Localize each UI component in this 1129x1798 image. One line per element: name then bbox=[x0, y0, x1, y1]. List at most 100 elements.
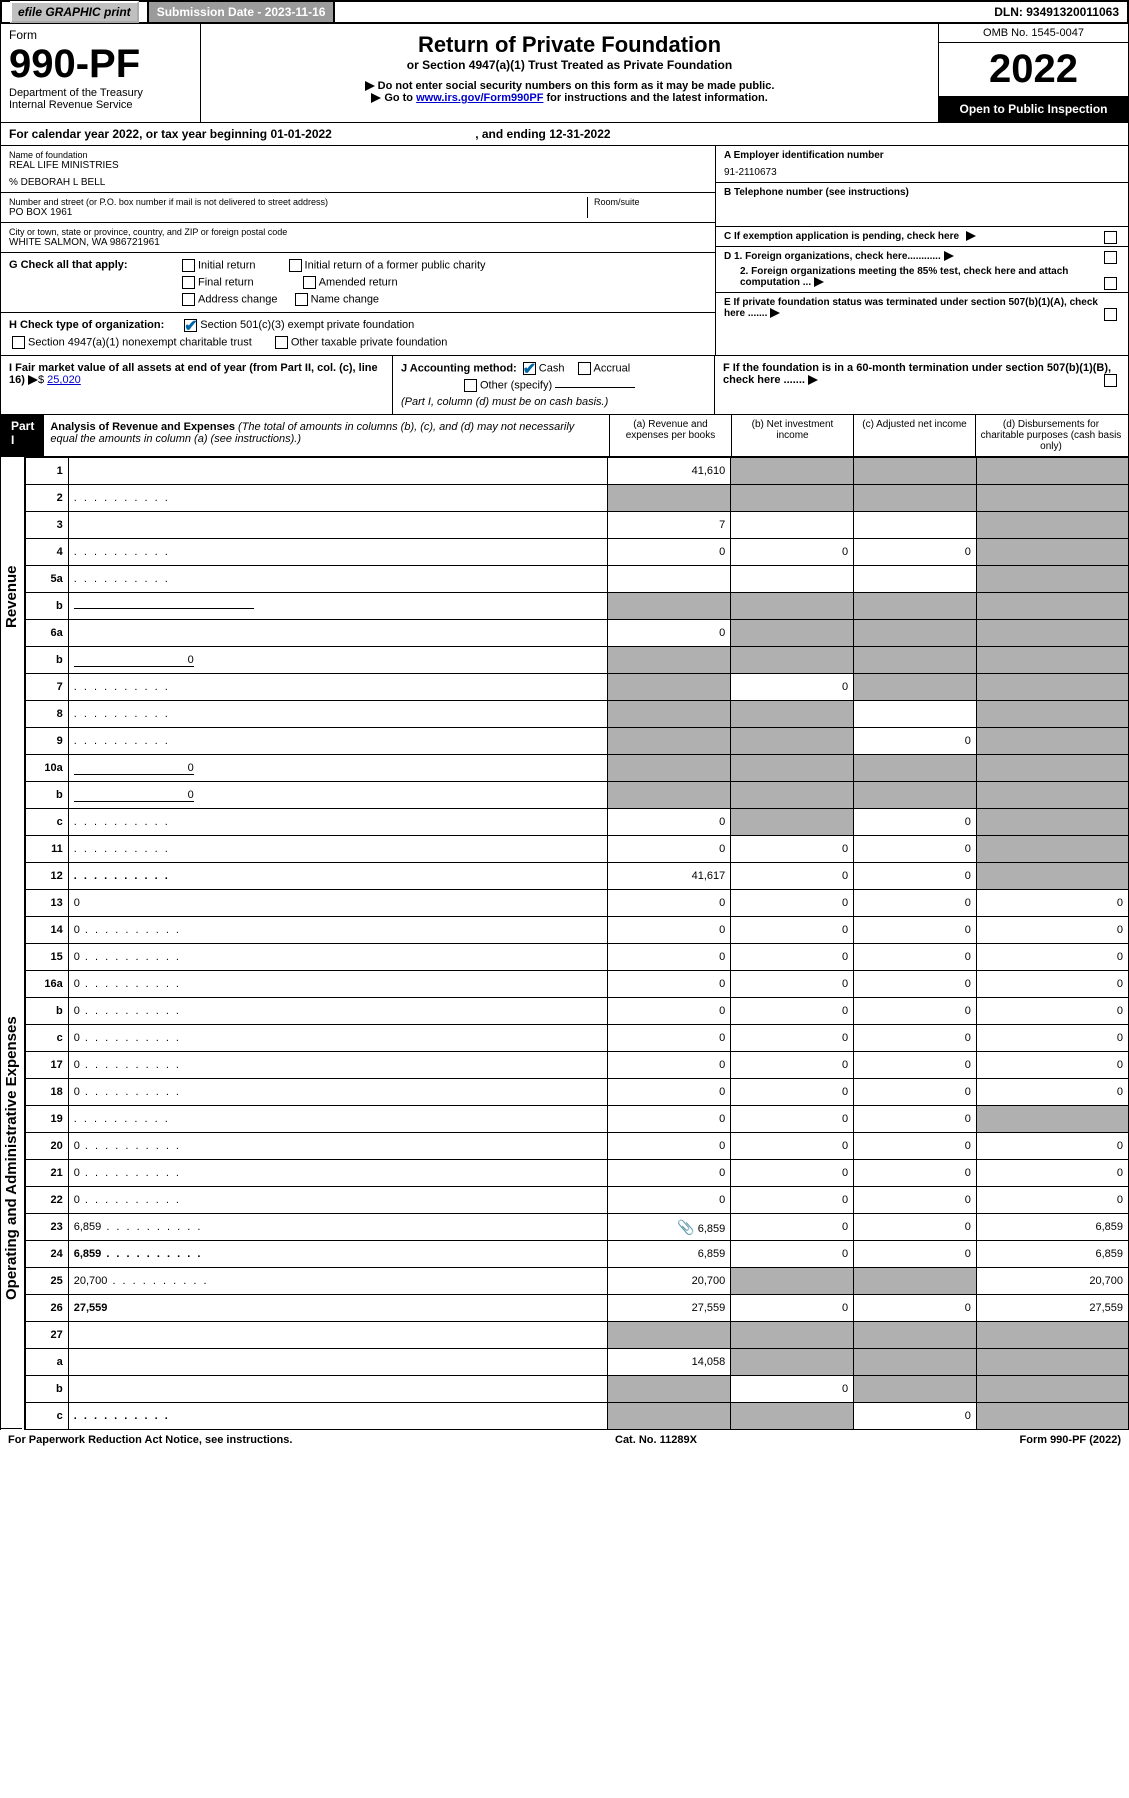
col-c-val bbox=[854, 485, 977, 512]
goto-pre: Go to bbox=[384, 92, 416, 104]
line-desc: 0 bbox=[68, 782, 608, 809]
g-o6: Name change bbox=[311, 293, 380, 305]
line-number: 17 bbox=[26, 1052, 68, 1079]
table-row: 15 0 0 0 0 0 bbox=[26, 944, 1129, 971]
ssn-note: Do not enter social security numbers on … bbox=[378, 80, 775, 92]
col-d-val bbox=[976, 593, 1128, 620]
checkbox-initial[interactable] bbox=[182, 259, 195, 272]
col-d-val bbox=[976, 1349, 1128, 1376]
ijf-row: I Fair market value of all assets at end… bbox=[0, 356, 1129, 415]
table-row: 1 41,610 bbox=[26, 458, 1129, 485]
col-d-val: 0 bbox=[976, 1187, 1128, 1214]
line-desc bbox=[68, 593, 608, 620]
col-a-val bbox=[608, 755, 731, 782]
line-desc bbox=[68, 863, 608, 890]
col-a-val bbox=[608, 782, 731, 809]
table-row: 25 20,700 20,700 20,700 bbox=[26, 1268, 1129, 1295]
col-c-val: 0 bbox=[854, 1079, 977, 1106]
col-b-val: 0 bbox=[731, 944, 854, 971]
checkbox-amended[interactable] bbox=[303, 276, 316, 289]
col-c-val bbox=[854, 593, 977, 620]
col-d-val bbox=[976, 1376, 1128, 1403]
part1-header: Part I Analysis of Revenue and Expenses … bbox=[0, 415, 1129, 457]
checkbox-other-acct[interactable] bbox=[464, 379, 477, 392]
col-d-val bbox=[976, 755, 1128, 782]
checkbox-address[interactable] bbox=[182, 293, 195, 306]
line-number: c bbox=[26, 1403, 68, 1430]
table-row: 7 0 bbox=[26, 674, 1129, 701]
line-number: 13 bbox=[26, 890, 68, 917]
checkbox-e[interactable] bbox=[1104, 308, 1117, 321]
form-header: Form 990-PF Department of the Treasury I… bbox=[0, 24, 1129, 123]
checkbox-accrual[interactable] bbox=[578, 362, 591, 375]
h-o1: Section 501(c)(3) exempt private foundat… bbox=[200, 319, 414, 332]
line-desc bbox=[68, 485, 608, 512]
line-number: b bbox=[26, 1376, 68, 1403]
goto-post: for instructions and the latest informat… bbox=[543, 92, 767, 104]
checkbox-cash[interactable] bbox=[523, 362, 536, 375]
line-number: 20 bbox=[26, 1133, 68, 1160]
dept-treasury: Department of the Treasury bbox=[9, 87, 192, 99]
checkbox-other-tax[interactable] bbox=[275, 336, 288, 349]
col-c-header: (c) Adjusted net income bbox=[853, 415, 975, 456]
cal-begin: 01-01-2022 bbox=[270, 127, 331, 141]
line-number: 4 bbox=[26, 539, 68, 566]
col-d-header: (d) Disbursements for charitable purpose… bbox=[975, 415, 1126, 456]
col-a-val: 0 bbox=[608, 620, 731, 647]
form-number: 990-PF bbox=[9, 42, 192, 87]
table-row: b 0 bbox=[26, 782, 1129, 809]
part1-title: Analysis of Revenue and Expenses bbox=[50, 421, 235, 433]
col-b-val: 0 bbox=[731, 1241, 854, 1268]
efile-print: efile GRAPHIC print bbox=[2, 2, 149, 22]
form-link[interactable]: www.irs.gov/Form990PF bbox=[416, 92, 543, 104]
line-desc bbox=[68, 1322, 608, 1349]
checkbox-d1[interactable] bbox=[1104, 251, 1117, 264]
checkbox-name[interactable] bbox=[295, 293, 308, 306]
section-g: G Check all that apply: Initial return I… bbox=[1, 253, 715, 313]
line-desc: 27,559 bbox=[68, 1295, 608, 1322]
col-c-val: 0 bbox=[854, 1187, 977, 1214]
col-b-val: 0 bbox=[731, 1079, 854, 1106]
checkbox-f[interactable] bbox=[1104, 374, 1117, 387]
col-b-val: 0 bbox=[731, 1187, 854, 1214]
checkbox-501c3[interactable] bbox=[184, 319, 197, 332]
col-a-val: 0 bbox=[608, 1079, 731, 1106]
col-a-val bbox=[608, 728, 731, 755]
col-a-val: 41,617 bbox=[608, 863, 731, 890]
fmv-amount[interactable]: 25,020 bbox=[47, 374, 81, 386]
line-number: b bbox=[26, 593, 68, 620]
line-number: 23 bbox=[26, 1214, 68, 1241]
col-a-val bbox=[608, 701, 731, 728]
line-desc bbox=[68, 1106, 608, 1133]
col-d-val: 0 bbox=[976, 1025, 1128, 1052]
h-o2: Section 4947(a)(1) nonexempt charitable … bbox=[28, 336, 252, 348]
col-a-val bbox=[608, 593, 731, 620]
line-desc bbox=[68, 674, 608, 701]
checkbox-4947[interactable] bbox=[12, 336, 25, 349]
col-d-val: 0 bbox=[976, 944, 1128, 971]
col-a-val: 0 bbox=[608, 1133, 731, 1160]
efile-button[interactable]: efile GRAPHIC print bbox=[10, 1, 139, 23]
attachment-icon[interactable]: 📎 bbox=[677, 1219, 694, 1236]
table-row: 6a 0 bbox=[26, 620, 1129, 647]
h-label: H Check type of organization: bbox=[9, 319, 164, 332]
arrow-icon bbox=[808, 375, 818, 385]
col-c-val bbox=[854, 1376, 977, 1403]
checkbox-initial-former[interactable] bbox=[289, 259, 302, 272]
col-b-val: 0 bbox=[731, 1025, 854, 1052]
city-label: City or town, state or province, country… bbox=[9, 227, 707, 237]
col-a-val: 0 bbox=[608, 1160, 731, 1187]
checkbox-c[interactable] bbox=[1104, 231, 1117, 244]
table-row: 27 bbox=[26, 1322, 1129, 1349]
line-number: 7 bbox=[26, 674, 68, 701]
line-desc: 0 bbox=[68, 1187, 608, 1214]
col-c-val: 0 bbox=[854, 998, 977, 1025]
g-label: G Check all that apply: bbox=[9, 259, 179, 306]
col-d-val bbox=[976, 836, 1128, 863]
col-a-val bbox=[608, 485, 731, 512]
table-row: 2 bbox=[26, 485, 1129, 512]
checkbox-d2[interactable] bbox=[1104, 277, 1117, 290]
checkbox-final[interactable] bbox=[182, 276, 195, 289]
line-desc bbox=[68, 809, 608, 836]
table-row: b bbox=[26, 593, 1129, 620]
